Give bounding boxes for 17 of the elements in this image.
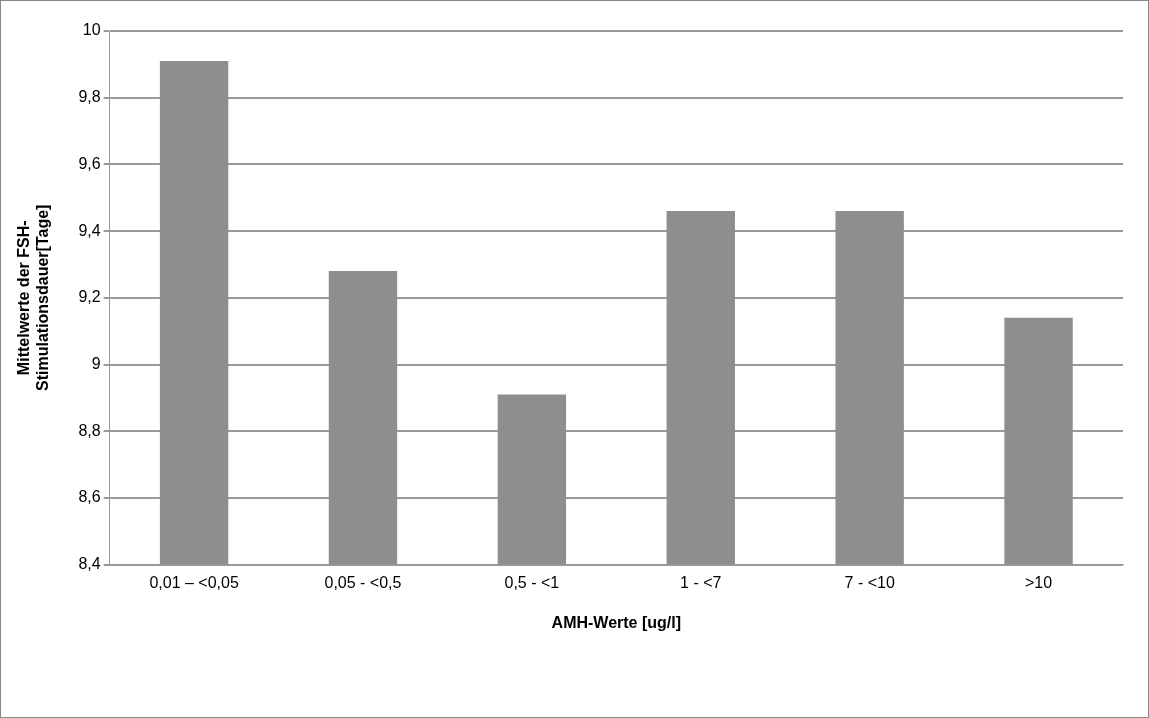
y-tick-label: 8,6	[78, 488, 101, 506]
x-tick-label: >10	[1024, 573, 1053, 591]
x-axis-title: AMH-Werte [ug/l]	[551, 613, 682, 631]
x-tick-label: 0,05 - <0,5	[324, 573, 402, 591]
y-tick-label: 9	[91, 354, 101, 372]
y-tick-label: 10	[82, 21, 101, 39]
y-axis-title: Mittelwerte der FSH- Stimulationsdauer[Tage]	[15, 204, 52, 391]
y-tick-label: 9,8	[78, 88, 101, 106]
y-tick-label: 8,4	[78, 555, 101, 573]
y-tick-label: 9,6	[78, 154, 101, 172]
y-tick-label: 9,4	[78, 221, 101, 239]
x-tick-label: 7 - <10	[844, 573, 895, 591]
y-tick-label: 8,8	[78, 421, 101, 439]
x-tick-label: 0,01 – <0,05	[149, 573, 239, 591]
y-tick-label: 9,2	[78, 288, 101, 306]
x-tick-label: 1 - <7	[680, 573, 722, 591]
x-tick-label: 0,5 - <1	[504, 573, 560, 591]
